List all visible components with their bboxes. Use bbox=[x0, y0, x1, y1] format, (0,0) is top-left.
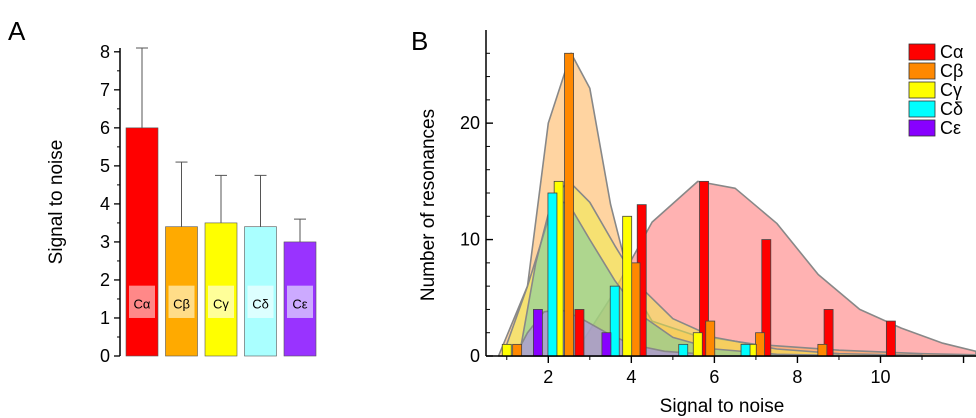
panel-b-x-tick-label: 4 bbox=[626, 367, 636, 387]
panel-b-legend-label: Cα bbox=[940, 42, 963, 62]
panel-b-x-ticks: 2 4 6 8 10 bbox=[506, 356, 965, 387]
panel-b-bar bbox=[755, 332, 765, 357]
panel-b-bar bbox=[501, 343, 512, 357]
panel-a-y-axis-label: Signal to noise bbox=[46, 140, 67, 265]
panel-b-legend-label: Cγ bbox=[940, 80, 962, 100]
panel-a-y-tick-label: 0 bbox=[100, 346, 110, 366]
panel-b-letter: B bbox=[411, 26, 428, 56]
panel-a-y-tick-label: 3 bbox=[100, 232, 110, 252]
panel-b-bar bbox=[692, 332, 703, 357]
panel-a-errorbars bbox=[136, 47, 306, 242]
panel-b-x-axis-label: Signal to noise bbox=[660, 396, 785, 417]
panel-b-bar bbox=[512, 343, 523, 357]
panel-a-y-tick-label: 8 bbox=[100, 42, 110, 62]
panel-a-letter: A bbox=[8, 16, 26, 46]
panel-a-y-tick-label: 5 bbox=[100, 156, 110, 176]
panel-b-bar bbox=[564, 52, 574, 357]
panel-b-legend-label: Cε bbox=[940, 118, 961, 138]
panel-a-y-ticks: 0 1 2 3 4 5 6 7 8 bbox=[100, 42, 120, 366]
panel-a-y-tick-label: 4 bbox=[100, 194, 110, 214]
panel-b-x-tick-label: 2 bbox=[543, 367, 553, 387]
panel-a-bar-label: Cα bbox=[134, 296, 151, 311]
panel-a-bars bbox=[125, 127, 317, 357]
panel-a-y-tick-label: 1 bbox=[100, 308, 110, 328]
panel-b-y-ticks: 0 10 20 bbox=[460, 52, 493, 366]
panel-b-bar bbox=[705, 320, 716, 357]
panel-b-chart: 0 10 20 2 4 6 8 10 Number of resonances Signal… bbox=[418, 30, 976, 417]
panel-b-legend-swatch bbox=[908, 81, 936, 99]
panel-b-bar bbox=[622, 215, 633, 357]
panel-b-legend-label: Cδ bbox=[940, 99, 963, 119]
panel-a-chart: Cα Cβ Cγ Cδ Cε 0 1 2 3 4 5 6 7 8 Signal to noise bbox=[46, 42, 317, 366]
panel-a-bar-label-box bbox=[287, 285, 313, 318]
panel-a-bar bbox=[125, 127, 159, 357]
panel-b-x-tick-label: 10 bbox=[870, 367, 890, 387]
panel-b-bar bbox=[740, 343, 751, 357]
panel-a-bar-label-box bbox=[129, 285, 155, 318]
panel-a-y-tick-label: 7 bbox=[100, 80, 110, 100]
panel-a-y-tick-label: 2 bbox=[100, 270, 110, 290]
panel-b-y-tick-label: 20 bbox=[460, 113, 480, 133]
panel-b-legend-label: Cβ bbox=[940, 61, 963, 81]
panel-b-legend-swatch bbox=[908, 62, 936, 80]
panel-b-bar bbox=[678, 343, 689, 357]
panel-b-bar bbox=[817, 343, 828, 357]
panel-a-bar-label: Cγ bbox=[213, 296, 229, 311]
panel-b-y-tick-label: 0 bbox=[470, 346, 480, 366]
panel-a-bar-label-box bbox=[247, 285, 274, 318]
panel-b-bar bbox=[533, 309, 543, 357]
panel-a-bar-label: Cε bbox=[292, 296, 307, 311]
panel-b-y-axis-label: Number of resonances bbox=[418, 109, 439, 301]
panel-b-legend-swatch bbox=[908, 119, 936, 137]
panel-a-bar-labels: Cα Cβ Cγ Cδ Cε bbox=[129, 285, 313, 318]
panel-b-y-tick-label: 10 bbox=[460, 230, 480, 250]
panel-a-bar-label: Cδ bbox=[252, 296, 269, 311]
panel-a-bar-label: Cβ bbox=[173, 296, 190, 311]
panel-b-bar bbox=[574, 309, 585, 357]
panel-a-bar-label-box bbox=[168, 285, 195, 318]
panel-b-bar bbox=[885, 320, 896, 357]
panel-b-x-tick-label: 6 bbox=[709, 367, 719, 387]
panel-a-bar-label-box bbox=[208, 285, 234, 318]
panel-b-legend-swatch bbox=[908, 100, 936, 118]
panel-b-bar bbox=[547, 192, 558, 357]
panel-b-bar bbox=[630, 262, 641, 357]
panel-b-bar bbox=[601, 332, 612, 357]
panel-b-legend-swatch bbox=[908, 43, 936, 61]
panel-b-x-tick-label: 8 bbox=[792, 367, 802, 387]
panel-b-bars bbox=[501, 52, 896, 357]
panel-b-bar bbox=[609, 285, 620, 357]
panel-a-y-tick-label: 6 bbox=[100, 118, 110, 138]
